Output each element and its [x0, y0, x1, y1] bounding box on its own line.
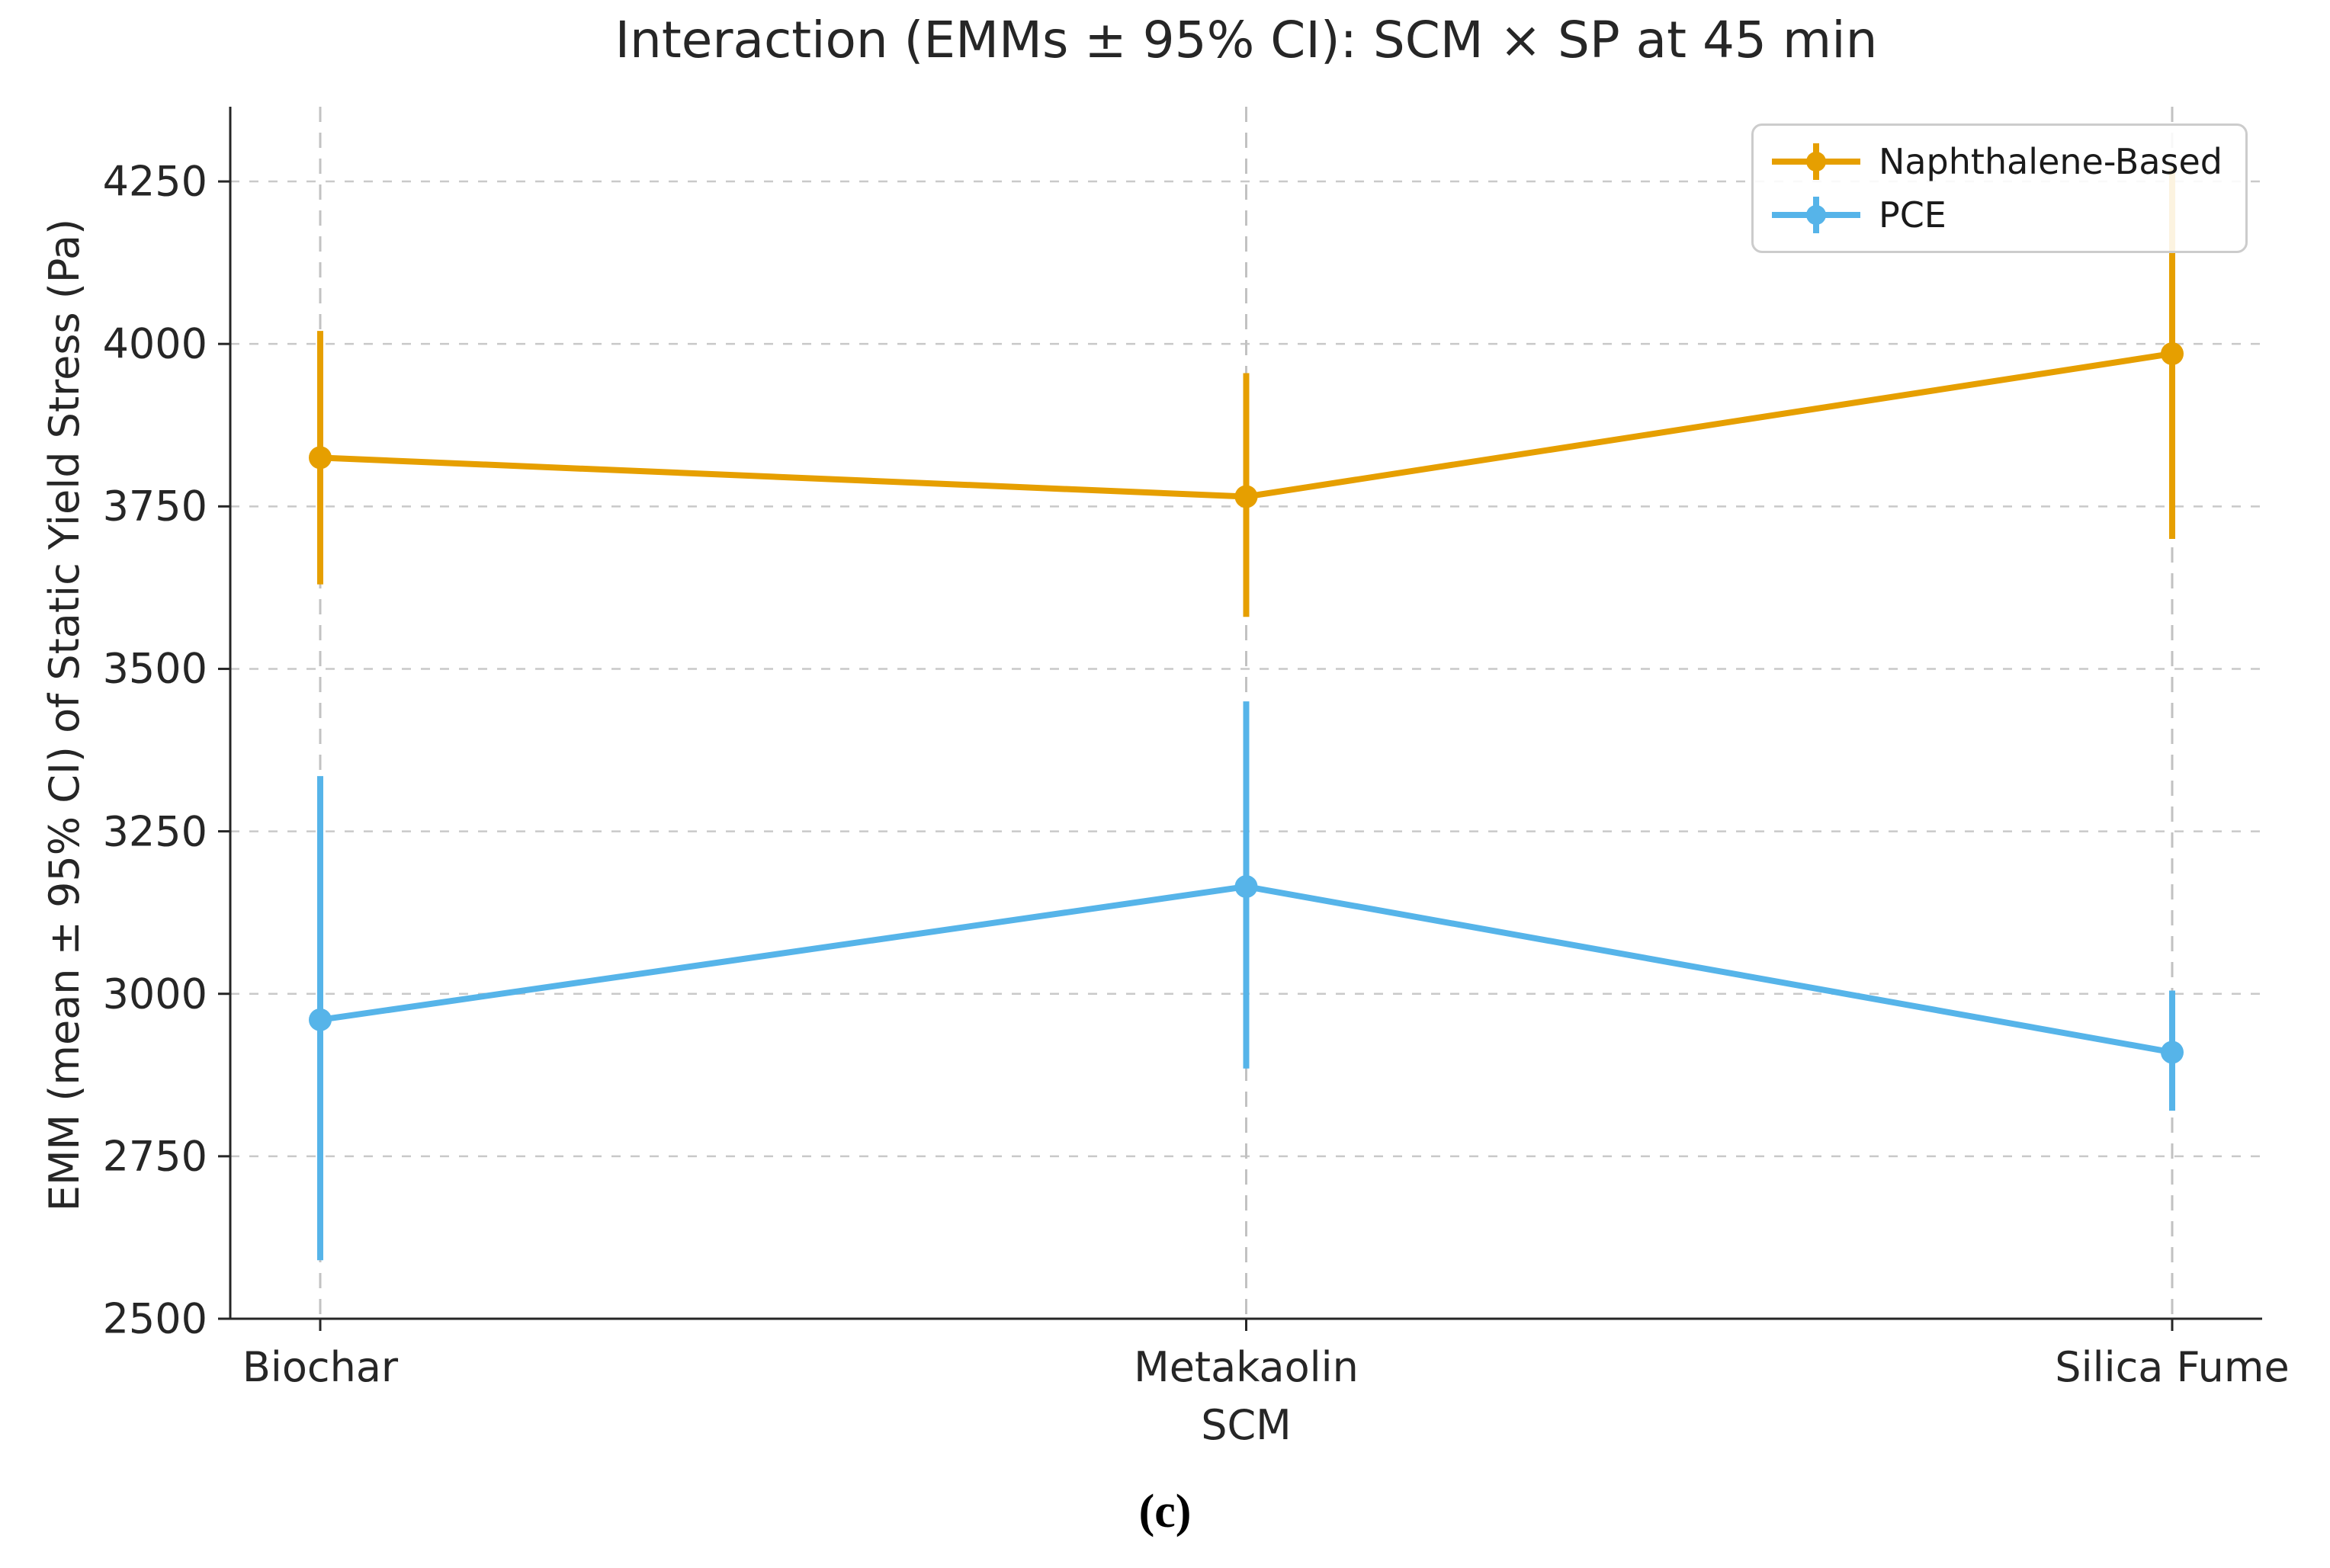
y-tick-label: 3000	[102, 970, 207, 1018]
x-tick-label: Biochar	[242, 1343, 399, 1391]
y-tick-label: 3250	[102, 807, 207, 856]
legend-item: PCE	[1770, 191, 2222, 239]
data-point-marker-naphthalene-based	[309, 446, 332, 470]
y-tick-label: 2500	[102, 1294, 207, 1343]
chart-title: Interaction (EMMs ± 95% CI): SCM × SP at…	[615, 11, 1878, 69]
x-tick-label: Metakaolin	[1134, 1343, 1359, 1391]
legend-item: Naphthalene-Based	[1770, 138, 2222, 185]
y-tick-label: 4000	[102, 319, 207, 368]
legend-item-label: Naphthalene-Based	[1878, 141, 2222, 182]
data-point-marker-naphthalene-based	[2161, 341, 2184, 365]
data-point-marker-pce	[309, 1008, 332, 1031]
y-tick-label: 2750	[102, 1132, 207, 1181]
legend-errorbar-swatch-icon	[1771, 143, 1860, 180]
data-point-marker-naphthalene-based	[1234, 485, 1258, 508]
y-tick-label: 4250	[102, 157, 207, 206]
figure-caption: (c)	[1138, 1486, 1192, 1538]
x-tick-label: Silica Fume	[2055, 1343, 2290, 1391]
legend-errorbar-swatch-icon	[1771, 197, 1860, 233]
data-point-marker-pce	[2161, 1041, 2184, 1064]
y-tick-label: 3500	[102, 644, 207, 693]
data-point-marker-pce	[1234, 875, 1258, 899]
legend-box: Naphthalene-Based PCE	[1751, 123, 2248, 253]
x-axis-label: SCM	[1201, 1401, 1292, 1449]
y-tick-label: 3750	[102, 482, 207, 531]
legend-item-label: PCE	[1878, 194, 1946, 236]
